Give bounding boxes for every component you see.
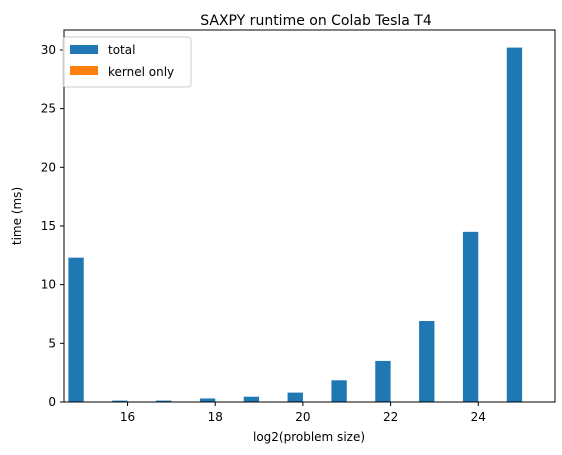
total-bar-17 xyxy=(156,400,172,402)
y-tick-label-0: 0 xyxy=(48,395,56,409)
x-tick-label-24: 24 xyxy=(471,410,486,424)
total-series-bars xyxy=(68,47,523,402)
total-bar-25 xyxy=(506,47,523,402)
plot-frame xyxy=(63,29,556,403)
total-bar-20 xyxy=(287,392,303,402)
y-axis: 0 5 10 15 20 25 30 xyxy=(41,43,64,409)
chart-title: SAXPY runtime on Colab Tesla T4 xyxy=(200,13,432,29)
y-tick-label-25: 25 xyxy=(41,102,56,116)
legend-label-total: total xyxy=(108,43,135,57)
x-tick-label-16: 16 xyxy=(120,410,135,424)
y-tick-label-5: 5 xyxy=(48,336,56,350)
legend-swatch-kernel-only xyxy=(70,66,98,75)
y-tick-label-15: 15 xyxy=(41,219,56,233)
y-axis-label: time (ms) xyxy=(10,187,24,245)
y-tick-label-10: 10 xyxy=(41,278,56,292)
total-bar-18 xyxy=(199,398,216,402)
y-tick-label-20: 20 xyxy=(41,160,56,174)
total-bar-16 xyxy=(112,400,128,402)
total-bar-21 xyxy=(331,380,347,402)
total-bar-15 xyxy=(68,257,84,402)
legend: total kernel only xyxy=(62,36,192,88)
x-axis: 16 18 20 22 24 xyxy=(120,402,486,424)
total-bar-24 xyxy=(462,231,479,402)
x-tick-label-18: 18 xyxy=(208,410,223,424)
y-tick-label-30: 30 xyxy=(41,43,56,57)
total-bar-19 xyxy=(243,396,260,402)
legend-swatch-total xyxy=(70,45,98,54)
total-bar-23 xyxy=(419,321,435,402)
total-bar-22 xyxy=(375,360,391,402)
x-tick-label-20: 20 xyxy=(295,410,310,424)
plot-area xyxy=(63,29,556,403)
x-axis-label: log2(problem size) xyxy=(253,430,365,444)
x-tick-label-22: 22 xyxy=(383,410,398,424)
legend-label-kernel-only: kernel only xyxy=(108,65,174,79)
